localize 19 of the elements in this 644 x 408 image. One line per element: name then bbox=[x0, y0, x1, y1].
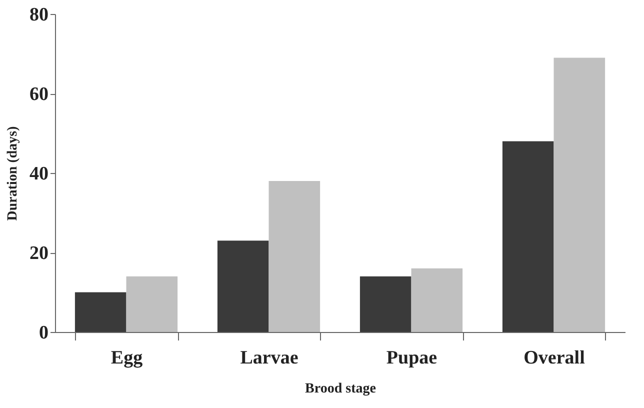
bar bbox=[502, 141, 554, 332]
x-tick-label: Egg bbox=[110, 348, 144, 368]
x-tick-label: Overall bbox=[524, 348, 585, 368]
y-tick-label: 20 bbox=[30, 243, 48, 264]
bar bbox=[126, 276, 178, 332]
x-tick-label: Larvae bbox=[240, 348, 298, 368]
y-axis-title: Duration (days) bbox=[6, 126, 20, 221]
bar bbox=[554, 58, 606, 332]
y-tick-label: 0 bbox=[39, 322, 48, 344]
y-tick-label: 60 bbox=[30, 84, 48, 105]
x-tick-label: Pupae bbox=[386, 348, 438, 368]
bar bbox=[217, 240, 269, 332]
bar bbox=[268, 180, 320, 332]
bar bbox=[411, 268, 463, 332]
y-tick-label: 40 bbox=[30, 164, 48, 184]
y-tick-label: 80 bbox=[30, 4, 48, 26]
x-axis-title: Brood stage bbox=[305, 382, 376, 396]
bar bbox=[74, 292, 126, 332]
bar bbox=[360, 276, 412, 332]
